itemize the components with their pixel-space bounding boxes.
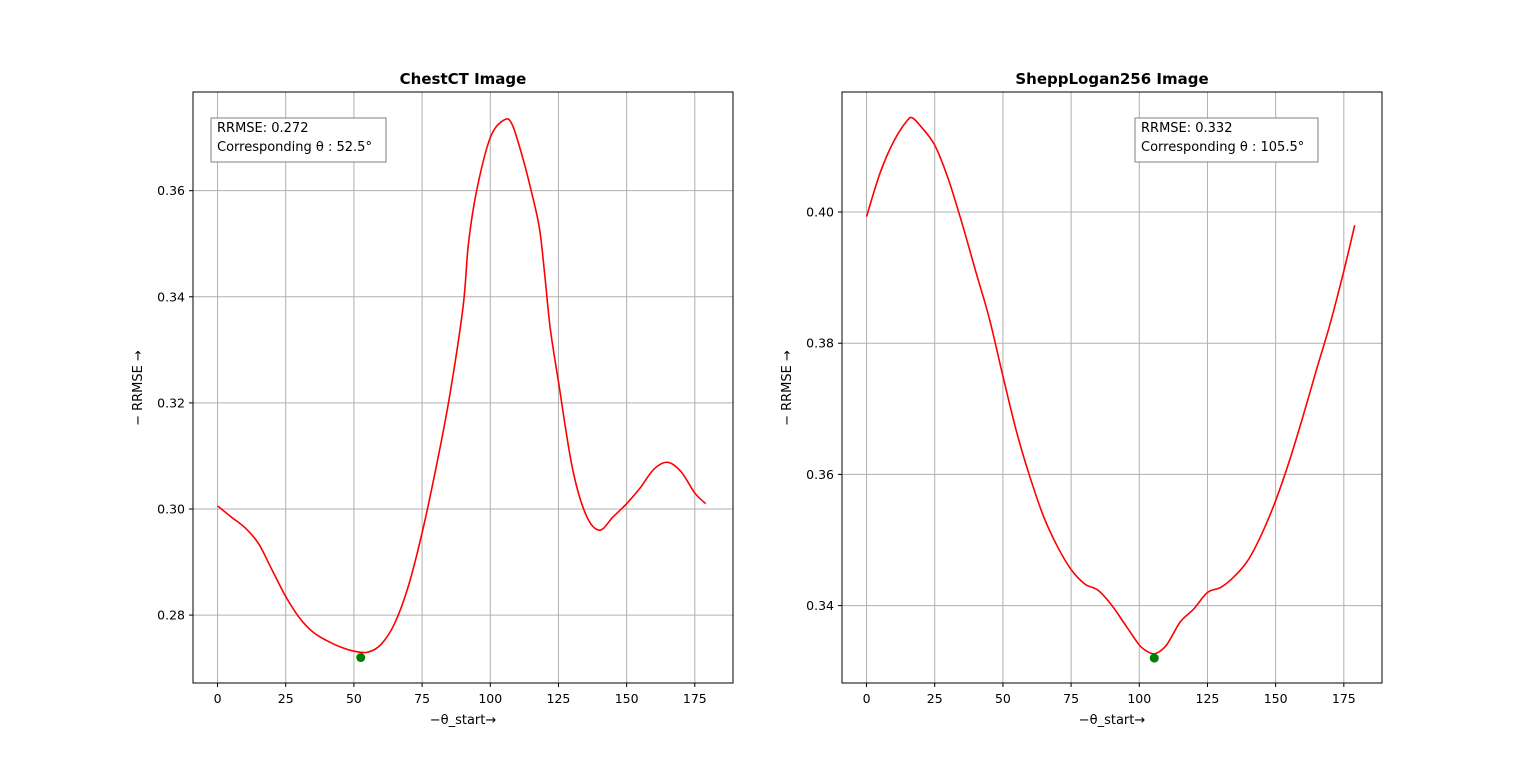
chestct-xtick-label: 75: [414, 691, 430, 706]
chestct-minimum-marker: [356, 653, 366, 663]
chestct-xtick-label: 100: [478, 691, 502, 706]
chestct-annotation-box: RRMSE: 0.272 Corresponding θ : 52.5°: [210, 117, 387, 163]
shepplogan-annotation-rrmse: RRMSE: 0.332: [1141, 121, 1232, 136]
shepplogan-rrmse-line: [865, 116, 1356, 655]
shepplogan-ytick-label: 0.34: [806, 598, 834, 613]
shepplogan-xtick-label: 50: [995, 691, 1011, 706]
chestct-plot: 0 25 50 75 100 125 150 1750.280.300.320.340.36 …: [131, 70, 734, 728]
chestct-xtick-label: 125: [547, 691, 571, 706]
chestct-xlabel: −θ_start→: [430, 713, 497, 728]
chestct-xtick-label: 0: [214, 691, 222, 706]
chestct-title: ChestCT Image: [400, 70, 527, 88]
shepplogan-minimum-marker: [1149, 653, 1159, 663]
shepplogan-annotation-box: RRMSE: 0.332 Corresponding θ : 105.5°: [1134, 117, 1319, 163]
chestct-ytick-label: 0.32: [157, 395, 185, 410]
chestct-xtick-label: 150: [615, 691, 639, 706]
chestct-ticks: 0 25 50 75 100 125 150 175 0.28 0.30 0.32 0.34 0.36: [157, 183, 707, 706]
shepplogan-xtick-label: 125: [1196, 691, 1220, 706]
chestct-ytick-label: 0.30: [157, 501, 185, 516]
shepplogan-xlabel: −θ_start→: [1079, 713, 1146, 728]
shepplogan-plot: 0 25 50 75 100 125 150 175 0.34 0.36 0.38 0.40 Shep…: [780, 70, 1383, 728]
shepplogan-xtick-label: 150: [1264, 691, 1288, 706]
shepplogan-xtick-label: 25: [927, 691, 943, 706]
shepplogan-xtick-label: 75: [1063, 691, 1079, 706]
shepplogan-ylabel: − RRMSE →: [780, 350, 795, 426]
chestct-axes-frame: [192, 91, 734, 684]
chestct-rrmse-line: [217, 117, 707, 654]
shepplogan-xtick-label: 100: [1127, 691, 1151, 706]
shepplogan-axes-frame: [841, 91, 1383, 684]
chestct-grid: [193, 92, 733, 683]
shepplogan-grid: [842, 92, 1382, 683]
chestct-xtick-label: 25: [278, 691, 294, 706]
shepplogan-ticks: 0 25 50 75 100 125 150 175 0.34 0.36 0.38 0.40: [806, 205, 1356, 706]
shepplogan-ytick-label: 0.36: [806, 467, 834, 482]
chestct-ytick-label: 0.34: [157, 289, 185, 304]
chestct-ylabel: − RRMSE →: [131, 350, 146, 426]
chestct-xtick-label: 50: [346, 691, 362, 706]
shepplogan-ytick-label: 0.40: [806, 205, 834, 220]
chestct-xtick-label: 175: [683, 691, 707, 706]
shepplogan-annotation-theta: Corresponding θ : 105.5°: [1141, 140, 1304, 155]
chestct-ytick-label: 0.28: [157, 608, 185, 623]
shepplogan-title: SheppLogan256 Image: [1015, 70, 1208, 88]
shepplogan-xtick-label: 0: [863, 691, 871, 706]
chestct-annotation-theta: Corresponding θ : 52.5°: [217, 140, 372, 155]
shepplogan-ytick-label: 0.38: [806, 336, 834, 351]
chestct-ytick-label: 0.36: [157, 183, 185, 198]
shepplogan-xtick-label: 175: [1332, 691, 1356, 706]
chestct-annotation-rrmse: RRMSE: 0.272: [217, 121, 308, 136]
